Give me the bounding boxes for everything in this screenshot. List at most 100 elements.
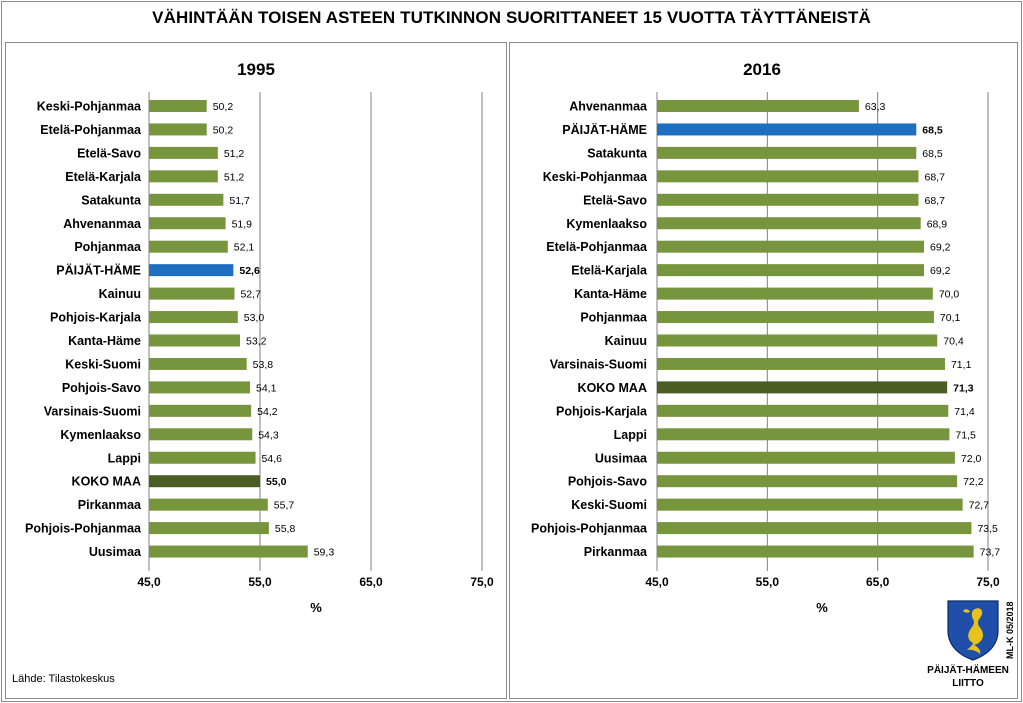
bar-2016-3	[657, 170, 919, 183]
data-label-1995-15: 54,6	[262, 453, 283, 465]
bar-1995-10	[149, 334, 241, 347]
data-label-1995-14: 54,3	[258, 429, 279, 441]
category-label-1995-4: Satakunta	[81, 193, 142, 207]
data-label-2016-5: 68,9	[927, 218, 948, 230]
category-label-1995-9: Pohjois-Karjala	[50, 311, 142, 325]
category-label-1995-8: Kainuu	[99, 287, 141, 301]
category-label-2016-9: Pohjanmaa	[580, 311, 648, 325]
category-label-2016-8: Kanta-Häme	[574, 287, 647, 301]
data-label-2016-14: 71,5	[955, 429, 976, 441]
bar-2016-2	[657, 146, 917, 159]
bar-2016-13	[657, 404, 949, 417]
bar-1995-17	[149, 498, 268, 511]
bar-2016-15	[657, 451, 955, 464]
category-label-1995-10: Kanta-Häme	[68, 334, 141, 348]
category-label-2016-14: Lappi	[614, 428, 647, 442]
bar-1995-4	[149, 193, 224, 206]
category-label-1995-17: Pirkanmaa	[78, 498, 142, 512]
category-label-1995-18: Pohjois-Pohjanmaa	[25, 522, 142, 536]
category-label-1995-7: PÄIJÄT-HÄME	[56, 263, 141, 278]
bar-2016-16	[657, 475, 958, 488]
bar-2016-8	[657, 287, 933, 300]
category-label-2016-15: Uusimaa	[595, 451, 648, 465]
data-label-2016-11: 71,1	[951, 359, 972, 371]
chart-title-2016: 2016	[743, 60, 781, 79]
bar-1995-13	[149, 404, 252, 417]
category-label-1995-12: Pohjois-Savo	[62, 381, 142, 395]
data-label-2016-12: 71,3	[953, 382, 974, 394]
x-tick-label-1995-0: 45,0	[137, 575, 161, 589]
panel-1995	[5, 42, 507, 699]
category-label-1995-3: Etelä-Karjala	[65, 170, 142, 184]
category-label-2016-5: Kymenlaakso	[566, 217, 647, 231]
data-label-1995-9: 53,0	[244, 312, 265, 324]
bar-1995-9	[149, 311, 238, 324]
bar-2016-12	[657, 381, 948, 394]
x-tick-label-1995-1: 55,0	[248, 575, 272, 589]
data-label-2016-17: 72,7	[969, 500, 990, 512]
bar-1995-16	[149, 475, 260, 488]
bar-1995-8	[149, 287, 235, 300]
bar-1995-7	[149, 264, 234, 277]
data-label-2016-8: 70,0	[939, 289, 960, 301]
logo-caption-line1: PÄIJÄT-HÄMEEN	[927, 665, 1009, 676]
logo-caption-line2: LIITTO	[952, 678, 984, 689]
bar-2016-5	[657, 217, 921, 230]
data-label-2016-6: 69,2	[930, 242, 951, 254]
mermaid-shield-icon	[947, 600, 999, 661]
x-tick-label-1995-3: 75,0	[470, 575, 494, 589]
bar-1995-19	[149, 545, 308, 558]
data-label-1995-5: 51,9	[232, 218, 253, 230]
bar-1995-2	[149, 146, 218, 159]
category-label-2016-10: Kainuu	[605, 334, 647, 348]
category-label-1995-11: Keski-Suomi	[65, 357, 141, 371]
data-label-2016-13: 71,4	[954, 406, 975, 418]
data-label-1995-19: 59,3	[314, 547, 335, 559]
data-label-2016-1: 68,5	[922, 124, 943, 136]
data-label-1995-8: 52,7	[240, 289, 261, 301]
bar-1995-6	[149, 240, 228, 253]
data-label-1995-1: 50,2	[213, 124, 234, 136]
logo-caption: PÄIJÄT-HÄMEEN LIITTO	[918, 664, 1018, 690]
data-label-2016-15: 72,0	[961, 453, 982, 465]
data-label-2016-18: 73,5	[977, 523, 998, 535]
data-label-1995-18: 55,8	[275, 523, 296, 535]
bar-1995-14	[149, 428, 253, 441]
x-axis-label-1995: %	[310, 600, 322, 615]
data-label-2016-9: 70,1	[940, 312, 961, 324]
x-tick-label-2016-2: 65,0	[866, 575, 890, 589]
data-label-2016-10: 70,4	[943, 336, 964, 348]
bar-1995-15	[149, 451, 256, 464]
bar-1995-11	[149, 357, 247, 370]
data-label-1995-6: 52,1	[234, 242, 255, 254]
category-label-2016-19: Pirkanmaa	[584, 545, 648, 559]
logo-code: ML-K 05/2018	[1005, 601, 1015, 659]
bar-2016-18	[657, 522, 972, 535]
data-label-2016-16: 72,2	[963, 476, 984, 488]
chart-title-1995: 1995	[237, 60, 275, 79]
bar-2016-4	[657, 193, 919, 206]
category-label-1995-6: Pohjanmaa	[74, 240, 142, 254]
data-label-1995-2: 51,2	[224, 148, 245, 160]
bar-1995-0	[149, 100, 207, 112]
category-label-1995-19: Uusimaa	[89, 545, 142, 559]
data-label-1995-13: 54,2	[257, 406, 278, 418]
data-label-2016-2: 68,5	[922, 148, 943, 160]
category-label-1995-2: Etelä-Savo	[77, 146, 141, 160]
data-label-2016-4: 68,7	[924, 195, 945, 207]
bar-2016-7	[657, 264, 925, 277]
category-label-2016-3: Keski-Pohjanmaa	[543, 170, 648, 184]
category-label-1995-15: Lappi	[108, 451, 141, 465]
bar-2016-10	[657, 334, 938, 347]
category-label-2016-7: Etelä-Karjala	[571, 264, 648, 278]
data-label-2016-7: 69,2	[930, 265, 951, 277]
data-label-1995-3: 51,2	[224, 171, 245, 183]
main-title: VÄHINTÄÄN TOISEN ASTEEN TUTKINNON SUORIT…	[152, 8, 871, 27]
category-label-2016-2: Satakunta	[587, 146, 648, 160]
data-label-1995-12: 54,1	[256, 382, 277, 394]
data-label-1995-10: 53,2	[246, 336, 267, 348]
bar-1995-5	[149, 217, 226, 230]
category-label-2016-6: Etelä-Pohjanmaa	[546, 240, 648, 254]
bar-2016-6	[657, 240, 925, 253]
